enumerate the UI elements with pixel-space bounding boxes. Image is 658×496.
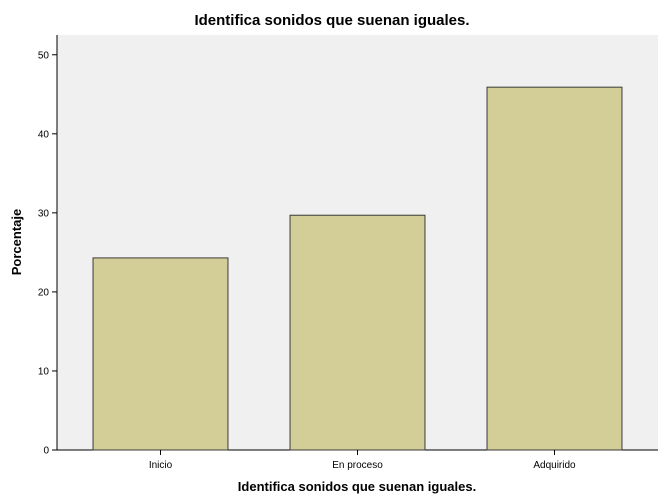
y-tick-label: 50 [38, 50, 50, 61]
x-tick-label: Inicio [149, 460, 173, 471]
x-tick-label: En proceso [332, 460, 383, 471]
y-tick-label: 10 [38, 366, 50, 377]
chart-title: Identifica sonidos que suenan iguales. [194, 12, 469, 29]
y-axis-label: Porcentaje [9, 209, 24, 275]
y-tick-label: 40 [38, 129, 50, 140]
x-tick-label: Adquirido [533, 460, 576, 471]
bar-inicio [92, 257, 229, 451]
bar-adquirido [486, 86, 623, 451]
x-axis-ticks: Inicio En proceso Adquirido [149, 450, 576, 471]
y-axis-ticks: 0 10 20 30 40 50 [38, 50, 57, 457]
y-tick-label: 30 [38, 208, 50, 219]
y-tick-label: 0 [43, 446, 49, 457]
y-tick-label: 20 [38, 287, 50, 298]
bar-en-proceso [289, 214, 426, 451]
x-axis-label: Identifica sonidos que suenan iguales. [238, 479, 476, 494]
bars [92, 86, 623, 451]
